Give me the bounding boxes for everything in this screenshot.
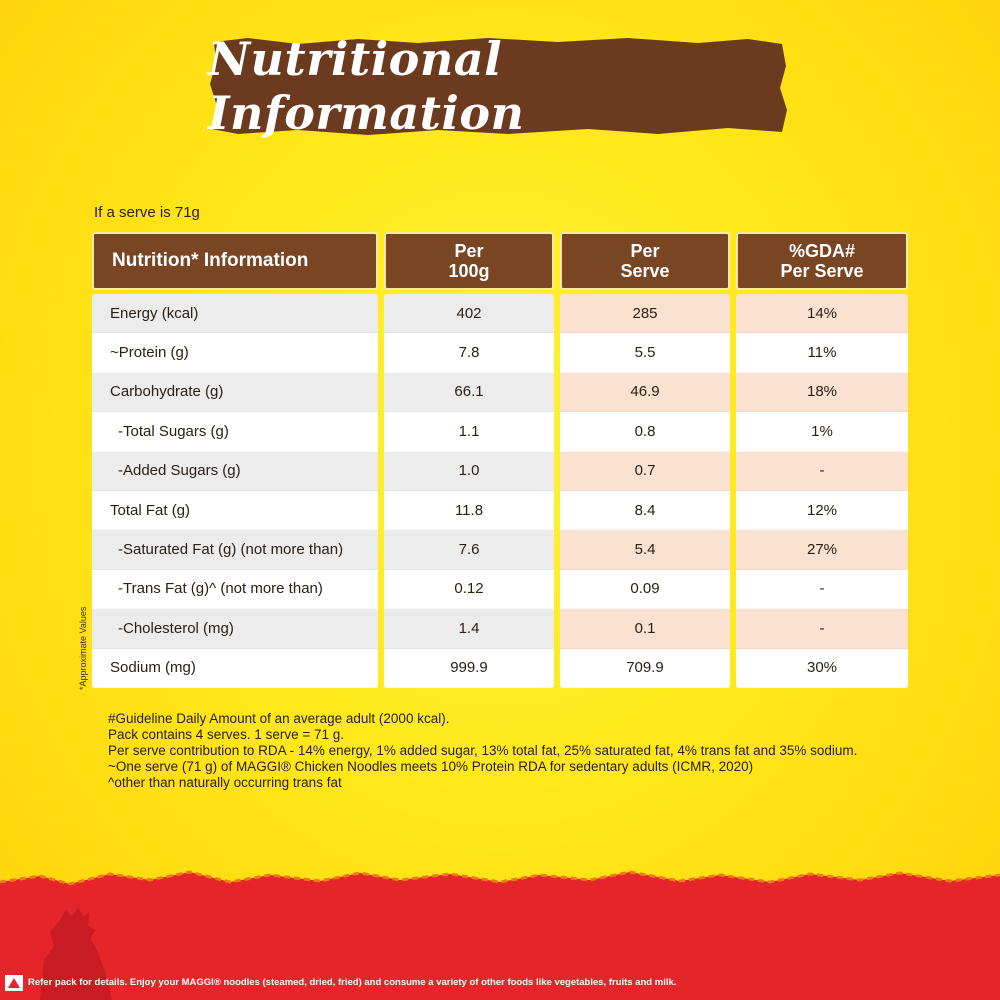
table-cell: 1.4 [384,609,554,649]
table-cell: Energy (kcal) [92,294,378,334]
table-cell: 402 [384,294,554,334]
nutrition-table: Nutrition* Information Per 100g Per Serv… [92,232,908,688]
table-cell: -Cholesterol (mg) [92,609,378,649]
table-cell: 30% [736,648,908,688]
footnote: ^other than naturally occurring trans fa… [108,775,342,790]
serve-size-note: If a serve is 71g [94,204,200,221]
table-cell: 0.12 [384,569,554,610]
table-cell: - [736,451,908,491]
header-gda-per-serve: %GDA# Per Serve [736,232,908,290]
red-band [0,870,1000,1000]
title-banner: Nutritional Information [208,32,788,140]
table-cell: 66.1 [384,372,554,413]
table-cell: 5.4 [560,530,730,570]
table-cell: 12% [736,490,908,531]
table-cell: 5.5 [560,333,730,373]
warning-icon [5,975,23,991]
table-cell: 7.6 [384,530,554,570]
table-cell: 7.8 [384,333,554,373]
table-cell: Carbohydrate (g) [92,372,378,413]
banner-shape [210,38,787,135]
approximate-values-label: *Approximate Values [78,606,88,690]
table-cell: 0.8 [560,412,730,452]
table-cell: 999.9 [384,648,554,688]
bottom-disclaimer: Refer pack for details. Enjoy your MAGGI… [28,977,677,988]
footnote: Pack contains 4 serves. 1 serve = 71 g. [108,727,344,742]
column-nutrient: Energy (kcal) ~Protein (g) Carbohydrate … [92,294,378,688]
table-cell: -Total Sugars (g) [92,412,378,452]
table-cell: 285 [560,294,730,334]
banner-title: Nutritional Information [208,32,525,140]
header-per-serve: Per Serve [560,232,730,290]
header-per-100g: Per 100g [384,232,554,290]
table-cell: 18% [736,372,908,413]
table-cell: -Saturated Fat (g) (not more than) [92,530,378,570]
table-cell: 0.09 [560,569,730,610]
footnote: Per serve contribution to RDA - 14% ener… [108,743,858,758]
table-cell: ~Protein (g) [92,333,378,373]
table-cell: 27% [736,530,908,570]
table-cell: 709.9 [560,648,730,688]
table-cell: 1.1 [384,412,554,452]
table-cell: Sodium (mg) [92,648,378,688]
table-cell: 1.0 [384,451,554,491]
table-cell: - [736,609,908,649]
column-per-serve: 285 5.5 46.9 0.8 0.7 8.4 5.4 0.09 0.1 70… [560,294,730,688]
header-nutrition-information: Nutrition* Information [92,232,378,290]
rooster-icon [40,908,112,1000]
table-cell: 0.1 [560,609,730,649]
table-cell: 46.9 [560,372,730,413]
footnotes: #Guideline Daily Amount of an average ad… [108,711,857,791]
table-cell: -Trans Fat (g)^ (not more than) [92,569,378,610]
column-gda-per-serve: 14% 11% 18% 1% - 12% 27% - - 30% [736,294,908,688]
footnote: #Guideline Daily Amount of an average ad… [108,711,450,726]
table-cell: 14% [736,294,908,334]
table-cell: -Added Sugars (g) [92,451,378,491]
table-cell: 11% [736,333,908,373]
table-cell: 1% [736,412,908,452]
table-cell: - [736,569,908,610]
table-cell: 0.7 [560,451,730,491]
table-cell: 11.8 [384,490,554,531]
footnote: ~One serve (71 g) of MAGGI® Chicken Nood… [108,759,754,774]
table-cell: 8.4 [560,490,730,531]
table-cell: Total Fat (g) [92,490,378,531]
column-per-100g: 402 7.8 66.1 1.1 1.0 11.8 7.6 0.12 1.4 9… [384,294,554,688]
